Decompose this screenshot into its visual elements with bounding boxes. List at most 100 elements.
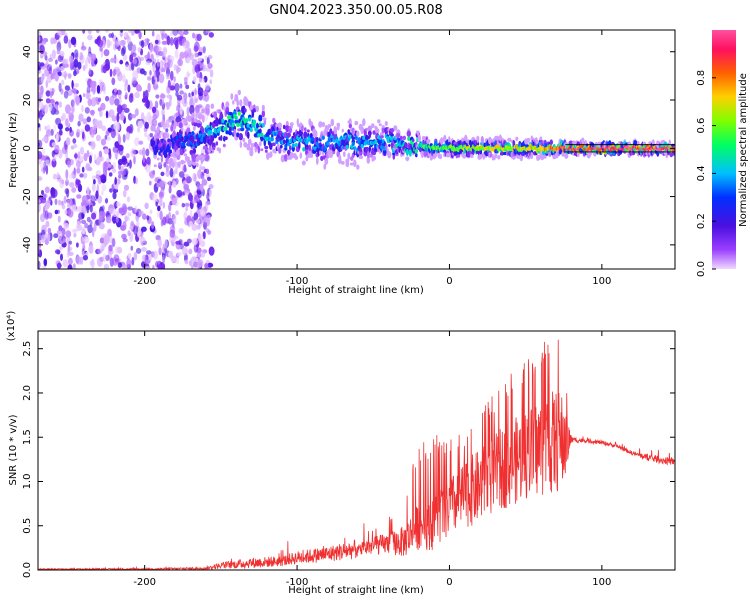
heatmap-noise-cell	[204, 55, 208, 60]
heatmap-noise-cell	[140, 39, 145, 49]
heatmap-ridge-cell	[340, 161, 345, 165]
heatmap-noise-cell	[60, 30, 66, 36]
x-tick-label: -200	[133, 276, 156, 287]
heatmap-noise-cell	[108, 109, 115, 118]
heatmap-noise-cell	[175, 161, 179, 172]
heatmap-noise-cell	[101, 205, 105, 212]
heatmap-noise-cell	[81, 219, 87, 224]
heatmap-noise-cell	[100, 102, 106, 111]
heatmap-noise-cell	[184, 190, 190, 196]
heatmap-noise-cell	[157, 205, 161, 212]
heatmap-noise-cell	[89, 260, 94, 266]
heatmap-noise-cell	[104, 198, 109, 204]
heatmap-noise-cell	[126, 259, 132, 268]
heatmap-noise-cell	[181, 38, 186, 47]
heatmap-noise-cell	[159, 60, 163, 70]
heatmap-noise-cell	[114, 201, 117, 210]
heatmap-noise-cell	[153, 71, 157, 81]
heatmap-noise-cell	[42, 148, 46, 155]
heatmap-ridge-cell	[306, 129, 310, 133]
heatmap-ridge-cell	[283, 139, 286, 144]
heatmap-noise-cell	[43, 193, 48, 199]
heatmap-ridge-cell	[186, 159, 190, 163]
heatmap-ridge-core	[326, 141, 330, 146]
heatmap-noise-cell	[69, 126, 72, 133]
heatmap-ridge-cell	[426, 138, 431, 144]
snr-x-axis-label: Height of straight line (km)	[288, 585, 424, 596]
heatmap-ridge-cell	[260, 148, 264, 152]
heatmap-noise-cell	[68, 39, 72, 49]
heatmap-ridge-cell	[261, 110, 265, 118]
heatmap-noise-cell	[89, 204, 93, 213]
heatmap-ridge-cell	[201, 156, 205, 161]
heatmap-ridge-core	[357, 137, 361, 143]
heatmap-noise-cell	[77, 151, 81, 160]
heatmap-ridge-cell	[232, 100, 235, 105]
heatmap-noise-cell	[84, 59, 88, 69]
heatmap-ridge-cell	[205, 107, 210, 115]
heatmap-y-axis-label: Frequency (Hz)	[8, 112, 19, 188]
heatmap-noise-cell	[138, 210, 144, 216]
y-tick-label: 2.5	[22, 341, 33, 357]
heatmap-noise-cell	[98, 222, 105, 230]
heatmap-noise-cell	[192, 96, 199, 104]
heatmap-noise-cell	[38, 139, 43, 149]
heatmap-noise-cell	[54, 198, 58, 205]
heatmap-noise-cell	[84, 222, 89, 229]
heatmap-ridge-cell	[479, 149, 483, 155]
heatmap-ridge-cell	[627, 141, 632, 147]
heatmap-noise-cell	[199, 64, 203, 69]
heatmap-noise-cell	[121, 264, 128, 269]
heatmap-noise-cell	[39, 44, 45, 55]
heatmap-ridge-cell	[244, 98, 249, 107]
heatmap-ridge-core	[234, 115, 238, 121]
heatmap-noise-cell	[38, 91, 42, 101]
heatmap-ridge-cell	[238, 133, 243, 141]
heatmap-ridge-cell	[347, 152, 351, 160]
heatmap-ridge-cell	[420, 151, 425, 156]
heatmap-noise-cell	[99, 46, 103, 52]
heatmap-ridge-cell	[544, 154, 547, 159]
heatmap-ridge-cell	[246, 143, 251, 151]
heatmap-ridge-core	[353, 146, 357, 151]
heatmap-noise-cell	[109, 257, 114, 267]
heatmap-noise-cell	[38, 110, 43, 121]
heatmap-noise-cell	[97, 39, 104, 48]
heatmap-ridge-cell	[319, 150, 322, 156]
heatmap-noise-cell	[97, 97, 102, 102]
heatmap-noise-cell	[186, 57, 191, 64]
heatmap-noise-cell	[146, 111, 152, 121]
heatmap-noise-cell	[193, 76, 197, 83]
heatmap-noise-cell	[79, 51, 84, 61]
heatmap-noise-cell	[196, 224, 201, 230]
heatmap-noise-cell	[166, 35, 171, 46]
heatmap-ridge-cell	[272, 117, 276, 124]
heatmap-ridge-core	[270, 137, 274, 142]
heatmap-noise-cell	[196, 260, 202, 269]
heatmap-ridge-cell	[348, 123, 352, 129]
heatmap-noise-cell	[72, 64, 77, 71]
heatmap-noise-cell	[164, 62, 170, 70]
x-tick-label: -100	[286, 577, 309, 588]
heatmap-noise-cell	[72, 228, 78, 233]
heatmap-noise-cell	[56, 41, 62, 52]
heatmap-noise-cell	[53, 233, 59, 239]
heatmap-noise-cell	[61, 70, 66, 76]
heatmap-noise-cell	[82, 93, 86, 98]
heatmap-ridge-cell	[283, 154, 288, 159]
heatmap-noise-cell	[131, 77, 137, 84]
heatmap-noise-cell	[151, 106, 157, 114]
heatmap-noise-cell	[184, 202, 190, 207]
heatmap-noise-cell	[127, 84, 131, 93]
heatmap-noise-cell	[120, 30, 123, 33]
heatmap-noise-cell	[116, 112, 120, 123]
heatmap-noise-cell	[58, 199, 62, 206]
heatmap-noise-cell	[125, 153, 130, 159]
heatmap-noise-cell	[202, 90, 207, 96]
heatmap-ridge-cell	[360, 126, 365, 135]
heatmap-noise-cell	[155, 201, 158, 207]
heatmap-noise-cell	[131, 256, 135, 266]
heatmap-noise-cell	[61, 112, 66, 121]
heatmap-noise-cell	[107, 163, 112, 168]
colorbar-tick-label: 0.8	[696, 70, 707, 86]
